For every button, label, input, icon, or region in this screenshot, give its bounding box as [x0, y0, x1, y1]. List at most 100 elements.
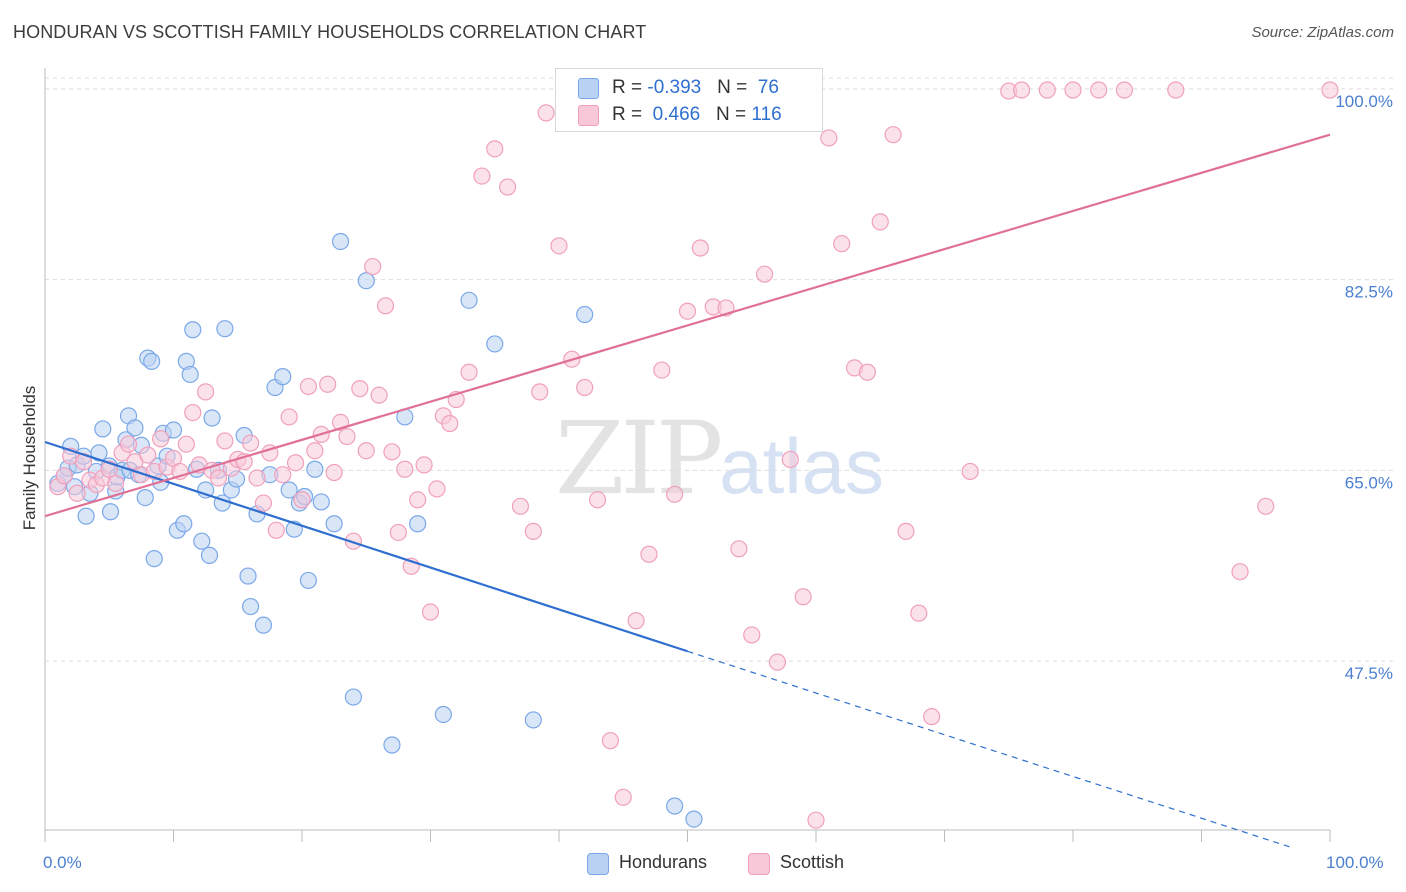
hondurans-point [216, 320, 234, 338]
r-value-scottish: 0.466 [652, 104, 701, 125]
hondurans-point [200, 546, 219, 564]
scottish-point [537, 104, 555, 122]
hondurans-point [299, 571, 318, 590]
scottish-point [242, 434, 260, 452]
scottish-point [344, 532, 362, 550]
hondurans-point [126, 419, 144, 437]
scottish-point [653, 361, 671, 379]
scottish-point [293, 491, 311, 509]
scottish-point [209, 469, 228, 487]
scottish-point [325, 463, 343, 482]
scottish-point [370, 386, 388, 404]
watermark-atlas: atlas [719, 422, 885, 510]
scottish-point [107, 474, 125, 493]
hondurans-point [409, 515, 427, 533]
scottish-point [511, 497, 530, 515]
scottish-point [1257, 497, 1275, 515]
scottish-point [1115, 81, 1134, 99]
scottish-point [376, 297, 395, 315]
scottish-point [550, 237, 568, 255]
scottish-point [460, 363, 478, 381]
hondurans-point [203, 409, 221, 427]
scottish-point [666, 485, 684, 503]
scottish-point [858, 363, 877, 381]
scottish-point [743, 626, 761, 644]
watermark: ZIPatlas [555, 400, 884, 517]
scottish-point [280, 408, 298, 426]
scottish-point [627, 612, 645, 630]
x-tick-label-min: 0.0% [43, 853, 82, 872]
scottish-point [1090, 81, 1108, 99]
scottish-point [807, 811, 825, 829]
hondurans-point [143, 352, 161, 370]
hondurans-point [306, 460, 324, 478]
scottish-point [254, 494, 273, 512]
y-tick-label: 100.0% [1335, 92, 1393, 111]
scottish-point [428, 480, 446, 498]
hondurans-point [239, 567, 257, 585]
scottish-point [197, 383, 215, 401]
hondurans-point [254, 616, 273, 634]
scottish-point [499, 178, 517, 196]
y-tick-label: 65.0% [1345, 473, 1393, 492]
y-tick-label: 82.5% [1345, 283, 1393, 302]
scottish-point [486, 140, 504, 158]
scottish-point [833, 235, 851, 253]
hondurans-point [280, 481, 298, 499]
scottish-point [1038, 81, 1056, 99]
scottish-point [216, 432, 234, 450]
scottish-point [55, 467, 73, 485]
scottish-point [415, 456, 433, 474]
legend-swatch-scottish [578, 105, 599, 126]
scottish-point [267, 521, 285, 539]
hondurans-point [184, 321, 202, 339]
watermark-zip: ZIP [555, 400, 723, 517]
chart-title: HONDURAN VS SCOTTISH FAMILY HOUSEHOLDS C… [13, 22, 647, 42]
scottish-point [640, 545, 658, 563]
scottish-point [961, 462, 979, 481]
y-tick-label: 47.5% [1345, 664, 1393, 683]
scottish-point [755, 265, 774, 283]
scottish-point [139, 446, 157, 464]
hondurans-point [136, 488, 154, 507]
hondurans-point [524, 711, 542, 729]
scottish-point [409, 491, 427, 509]
hondurans-point [164, 421, 183, 439]
scottish-point [768, 653, 787, 671]
scottish-point [910, 604, 928, 622]
scottish-point [152, 430, 170, 448]
scottish-point [1167, 81, 1185, 99]
hondurans-point [383, 736, 401, 754]
scottish-point [897, 522, 915, 540]
hondurans-point [434, 705, 452, 724]
scottish-point [781, 450, 799, 469]
scottish-point [576, 378, 594, 397]
scottish-point [119, 435, 138, 453]
scottish-point [871, 213, 889, 231]
scottish-point [338, 427, 356, 446]
legend-swatch-scottish [748, 853, 770, 875]
scottish-point [396, 460, 414, 478]
scottish-point [1321, 81, 1339, 99]
scottish-point [421, 603, 440, 621]
scottish-point [389, 523, 407, 542]
scottish-point [601, 732, 620, 750]
stats-legend: R = -0.393 N = 76 R = 0.466 N = 116 [555, 68, 823, 132]
scottish-point [184, 403, 202, 422]
n-value-scottish: 116 [751, 104, 782, 125]
hondurans-point [175, 515, 193, 533]
hondurans-point [685, 810, 703, 828]
hondurans-trend-line [44, 440, 688, 653]
scottish-point [730, 540, 748, 558]
legend-swatch-hondurans [578, 78, 599, 99]
hondurans-point [145, 550, 163, 568]
hondurans-point [181, 365, 199, 384]
scottish-point [364, 257, 382, 276]
hondurans-point [312, 493, 330, 511]
scottish-point [678, 302, 697, 320]
hondurans-point [357, 272, 375, 290]
hondurans-point [274, 368, 292, 386]
r-value-hondurans: -0.393 [647, 77, 702, 98]
r-label: R = [612, 104, 648, 125]
hondurans-point [576, 305, 594, 324]
